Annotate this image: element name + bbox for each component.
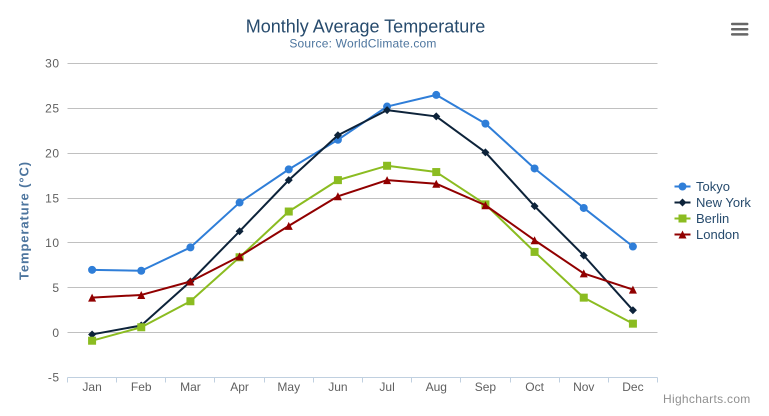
svg-text:Mar: Mar bbox=[180, 380, 201, 394]
svg-text:New York: New York bbox=[696, 195, 751, 210]
svg-text:Jun: Jun bbox=[328, 380, 347, 394]
svg-text:May: May bbox=[277, 380, 300, 394]
svg-text:Jul: Jul bbox=[379, 380, 394, 394]
svg-text:Monthly Average Temperature: Monthly Average Temperature bbox=[246, 17, 485, 37]
svg-text:Oct: Oct bbox=[525, 380, 544, 394]
svg-text:Source: WorldClimate.com: Source: WorldClimate.com bbox=[289, 37, 436, 51]
svg-text:0: 0 bbox=[52, 326, 59, 340]
svg-text:5: 5 bbox=[52, 281, 59, 295]
svg-text:Feb: Feb bbox=[131, 380, 152, 394]
svg-text:30: 30 bbox=[45, 57, 59, 71]
svg-text:Temperature (°C): Temperature (°C) bbox=[17, 161, 32, 280]
svg-text:20: 20 bbox=[45, 146, 59, 160]
svg-text:Berlin: Berlin bbox=[696, 211, 729, 226]
svg-text:-5: -5 bbox=[48, 371, 60, 385]
svg-text:Jan: Jan bbox=[82, 380, 101, 394]
svg-text:25: 25 bbox=[45, 102, 59, 116]
svg-text:Aug: Aug bbox=[426, 380, 447, 394]
svg-text:Apr: Apr bbox=[230, 380, 249, 394]
svg-text:10: 10 bbox=[45, 236, 59, 250]
svg-text:Dec: Dec bbox=[622, 380, 643, 394]
svg-text:Nov: Nov bbox=[573, 380, 594, 394]
svg-text:Highcharts.com: Highcharts.com bbox=[663, 392, 751, 406]
svg-text:Tokyo: Tokyo bbox=[696, 179, 730, 194]
svg-text:London: London bbox=[696, 227, 739, 242]
svg-text:Sep: Sep bbox=[475, 380, 497, 394]
svg-text:15: 15 bbox=[45, 191, 59, 205]
